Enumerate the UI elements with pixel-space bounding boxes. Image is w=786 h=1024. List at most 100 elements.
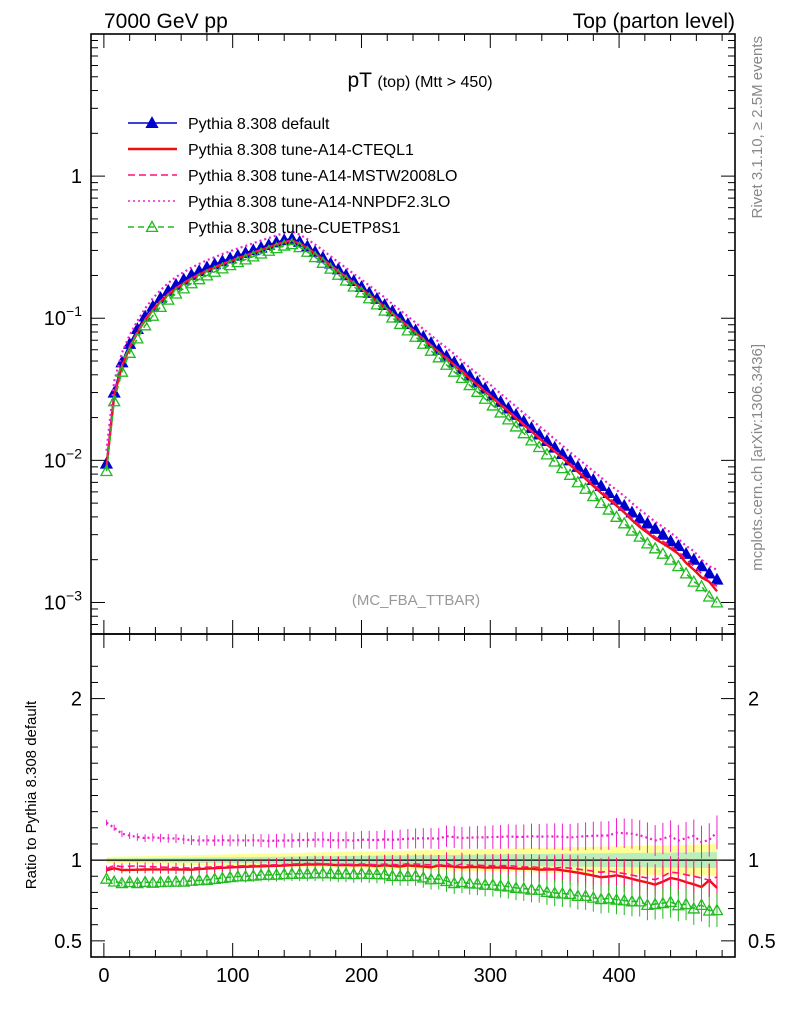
ratio-point-4: [640, 898, 655, 911]
series-point-4: [354, 285, 369, 298]
series-point-4: [548, 454, 562, 467]
series-point-0: [710, 572, 724, 585]
series-point-4: [293, 240, 307, 253]
x-tick-label: 100: [216, 965, 249, 987]
series-point-4: [447, 364, 461, 377]
series-point-0: [640, 516, 655, 529]
ratio-point-4: [246, 868, 260, 881]
ratio-point-4: [548, 886, 562, 898]
ratio-y-tick-label-right: 2: [748, 689, 759, 711]
series-point-4: [517, 426, 531, 439]
series-point-4: [524, 433, 539, 446]
series-point-4: [378, 303, 392, 316]
ratio-point-4: [323, 866, 338, 879]
ratio-point-4: [262, 868, 276, 880]
ratio-point-4: [254, 868, 268, 881]
ratio-point-4: [571, 889, 585, 902]
series-point-4: [347, 279, 361, 292]
ratio-point-4: [184, 874, 199, 886]
plot-title: pT (top) (Mtt > 450): [347, 69, 492, 92]
series-point-0: [687, 552, 701, 565]
x-tick-label: 0: [98, 965, 109, 987]
series-point-4: [393, 317, 407, 330]
ratio-point-4: [679, 897, 693, 910]
x-tick-label: 300: [474, 965, 507, 987]
series-point-4: [578, 482, 593, 494]
series-point-4: [339, 273, 353, 286]
series-point-4: [470, 385, 485, 397]
ratio-point-4: [215, 871, 229, 884]
ratio-y-tick-label-right: 1: [748, 850, 759, 872]
series-point-0: [671, 539, 685, 551]
series-point-4: [609, 510, 624, 522]
ratio-point-4: [517, 881, 531, 894]
ratio-point-4: [300, 866, 314, 879]
ratio-point-4: [625, 894, 639, 907]
ratio-point-4: [316, 866, 330, 879]
series-point-0: [702, 566, 716, 579]
series-point-4: [308, 250, 322, 263]
legend-label-1: Pythia 8.308 tune-A14-CTEQL1: [188, 142, 414, 159]
ratio-point-4: [161, 875, 175, 887]
ratio-point-4: [463, 876, 477, 889]
ratio-point-4: [138, 875, 152, 888]
series-point-4: [679, 566, 693, 579]
ratio-y-tick-label: 0.5: [54, 931, 82, 953]
ratio-point-4: [169, 874, 183, 887]
ratio-point-4: [594, 892, 608, 905]
series-point-4: [586, 489, 600, 502]
ratio-point-4: [339, 866, 353, 879]
series-point-0: [648, 521, 662, 534]
series-point-4: [555, 461, 570, 474]
ratio-point-4: [362, 867, 376, 880]
ratio-point-4: [648, 897, 662, 910]
ratio-point-4: [130, 876, 144, 889]
series-point-0: [633, 511, 647, 524]
series-point-0: [663, 534, 678, 547]
series-point-4: [478, 391, 492, 404]
ratio-point-4: [609, 892, 624, 905]
series-point-4: [424, 343, 438, 356]
legend-marker-4: [145, 220, 159, 233]
series-point-4: [161, 292, 175, 305]
ratio-point-4: [563, 887, 577, 900]
ratio-point-4: [99, 871, 114, 884]
series-point-0: [694, 559, 709, 572]
ratio-line-1: [106, 863, 718, 889]
ratio-point-4: [223, 870, 237, 883]
series-point-4: [617, 516, 631, 529]
ratio-point-4: [470, 876, 485, 889]
ratio-point-4: [633, 894, 647, 907]
ratio-point-4: [115, 876, 129, 889]
series-point-4: [702, 589, 716, 602]
series-point-4: [625, 523, 639, 536]
ratio-point-4: [385, 869, 399, 882]
series-line-2: [105, 239, 718, 587]
rivet-version-label: Rivet 3.1.10, ≥ 2.5M events: [749, 36, 766, 219]
ratio-point-4: [331, 867, 345, 880]
series-point-4: [656, 546, 670, 559]
series-point-4: [99, 464, 114, 477]
ratio-point-4: [555, 886, 570, 899]
ratio-y-tick-label: 2: [71, 689, 82, 711]
ratio-point-4: [370, 867, 384, 880]
ratio-line-2: [106, 862, 718, 882]
series-point-4: [331, 268, 345, 280]
main-y-tick-label: 10−1: [44, 303, 82, 330]
analysis-watermark: (MC_FBA_TTBAR): [352, 592, 480, 609]
series-point-4: [648, 541, 662, 554]
ratio-point-4: [493, 878, 508, 891]
ratio-point-4: [424, 872, 438, 885]
series-point-4: [602, 502, 616, 515]
series-point-4: [532, 440, 546, 453]
x-tick-label: 400: [602, 965, 635, 987]
ratio-point-4: [663, 895, 678, 908]
ratio-point-4: [378, 867, 392, 880]
header-left-label: 7000 GeV pp: [104, 10, 228, 33]
ratio-point-4: [501, 879, 515, 892]
series-line-3: [105, 230, 718, 571]
ratio-point-4: [293, 866, 307, 879]
ratio-point-4: [238, 869, 253, 882]
main-y-tick-label: 10−2: [44, 445, 82, 472]
